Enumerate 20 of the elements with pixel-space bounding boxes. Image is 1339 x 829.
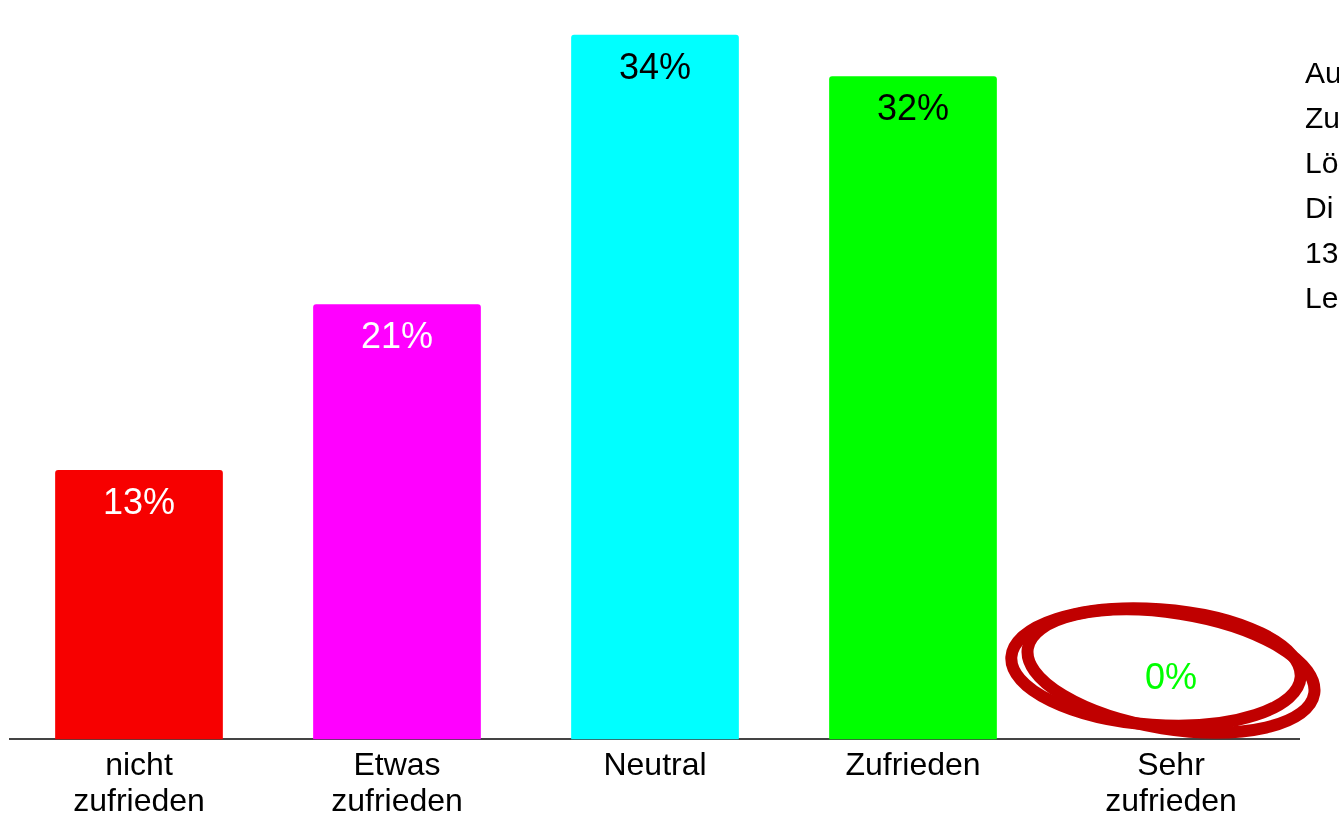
x-tick-label: Zufrieden	[845, 745, 981, 782]
x-tick-label: Etwas zufrieden	[331, 745, 463, 819]
bar	[829, 76, 997, 740]
text: Lö	[1305, 145, 1339, 181]
x-tick-label: Neutral	[603, 745, 707, 782]
text: Le	[1305, 280, 1339, 316]
x-tick-label: Sehr zufrieden	[1105, 745, 1237, 819]
data-label: 34%	[618, 45, 692, 87]
bar	[313, 304, 481, 740]
text: Au	[1305, 55, 1339, 91]
x-tick-label: nicht zufrieden	[73, 745, 205, 819]
text: 13	[1305, 235, 1339, 271]
data-label: 21%	[360, 315, 434, 357]
bar	[571, 34, 739, 740]
text: Di	[1305, 190, 1335, 226]
data-label: 13%	[102, 480, 176, 522]
bar	[55, 469, 223, 740]
data-label: 0%	[1144, 656, 1198, 698]
data-label: 32%	[876, 87, 950, 129]
text: Zu	[1305, 100, 1339, 136]
